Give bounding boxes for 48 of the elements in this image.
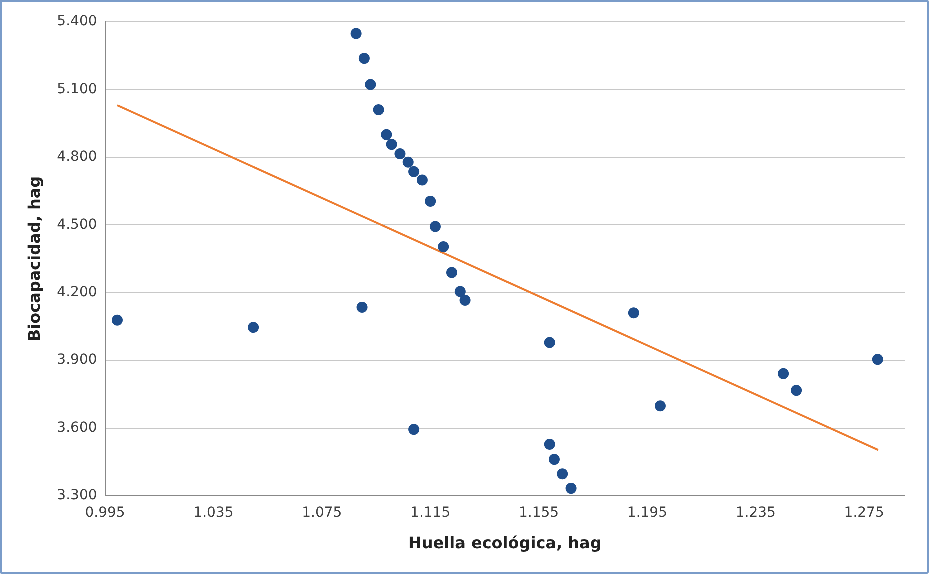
x-tick-label: 1.275 — [844, 505, 884, 522]
y-tick-label: 5.400 — [57, 14, 98, 30]
point — [446, 267, 458, 278]
point — [872, 354, 884, 366]
x-tick-label: 1.035 — [194, 505, 234, 522]
y-tick-label: 4.200 — [57, 284, 98, 300]
point — [544, 337, 556, 348]
point — [373, 104, 384, 116]
x-tick-label: 1.195 — [627, 505, 668, 522]
x-tick-label: 1.235 — [736, 505, 776, 522]
x-tick-label: 1.155 — [518, 505, 560, 522]
point — [454, 286, 466, 298]
point — [408, 166, 420, 178]
point — [365, 79, 376, 90]
point — [350, 28, 362, 40]
point — [460, 295, 471, 306]
point — [791, 385, 802, 396]
point — [394, 148, 406, 160]
point — [438, 242, 450, 253]
point — [381, 129, 392, 140]
point — [544, 439, 556, 450]
y-tick-label: 3.600 — [57, 420, 98, 436]
point — [566, 483, 577, 494]
point — [248, 322, 260, 334]
y-tick-label: 4.800 — [57, 149, 98, 166]
y-tick-label: 3.300 — [57, 488, 98, 504]
point — [402, 156, 414, 168]
y-tick-label: 5.100 — [57, 81, 98, 98]
point — [430, 221, 441, 232]
point — [386, 139, 398, 150]
x-tick-label: 1.115 — [410, 505, 451, 522]
y-tick-label: 4.500 — [57, 216, 98, 233]
point — [356, 302, 368, 314]
y-axis-title: Biocapacidad, hag — [24, 176, 44, 342]
point — [778, 368, 790, 380]
x-tick-label: 0.995 — [85, 505, 126, 522]
point — [628, 308, 640, 319]
point — [654, 400, 666, 412]
point — [548, 454, 560, 466]
point — [557, 468, 568, 480]
x-axis-title: Huella ecológica, hag — [408, 534, 602, 553]
y-tick-label: 3.900 — [57, 352, 98, 368]
point — [408, 424, 420, 436]
point — [358, 53, 370, 64]
x-tick-label: 1.075 — [302, 505, 342, 522]
point — [425, 196, 436, 207]
point — [112, 314, 123, 326]
point — [416, 174, 428, 186]
